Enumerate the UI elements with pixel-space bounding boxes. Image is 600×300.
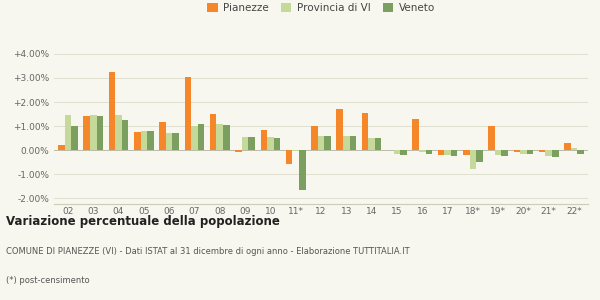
Bar xyxy=(337,109,343,150)
Bar xyxy=(223,125,230,150)
Bar xyxy=(267,137,274,150)
Bar xyxy=(235,150,242,152)
Bar xyxy=(394,150,400,154)
Bar xyxy=(140,131,147,150)
Bar xyxy=(324,136,331,150)
Bar xyxy=(159,122,166,150)
Bar xyxy=(191,126,198,150)
Bar xyxy=(571,148,577,150)
Text: COMUNE DI PIANEZZE (VI) - Dati ISTAT al 31 dicembre di ogni anno - Elaborazione : COMUNE DI PIANEZZE (VI) - Dati ISTAT al … xyxy=(6,248,410,256)
Bar xyxy=(242,137,248,150)
Bar xyxy=(198,124,205,150)
Bar xyxy=(83,116,90,150)
Bar xyxy=(260,130,267,150)
Bar xyxy=(185,77,191,150)
Bar xyxy=(109,72,115,150)
Bar xyxy=(318,136,324,150)
Bar xyxy=(97,116,103,150)
Bar xyxy=(166,133,172,150)
Bar xyxy=(299,150,305,190)
Bar xyxy=(451,150,457,156)
Bar xyxy=(286,150,292,164)
Bar xyxy=(520,150,527,154)
Bar xyxy=(343,136,350,150)
Bar xyxy=(71,126,78,150)
Bar xyxy=(147,131,154,150)
Bar xyxy=(476,150,483,162)
Bar xyxy=(444,150,451,155)
Bar xyxy=(539,150,545,152)
Text: (*) post-censimento: (*) post-censimento xyxy=(6,276,89,285)
Bar xyxy=(425,150,432,154)
Bar xyxy=(419,150,425,152)
Bar xyxy=(412,119,419,150)
Bar xyxy=(274,138,280,150)
Bar xyxy=(248,137,255,150)
Bar xyxy=(375,138,382,150)
Bar xyxy=(463,150,470,155)
Bar xyxy=(134,132,140,150)
Bar xyxy=(115,115,122,150)
Bar xyxy=(470,150,476,169)
Bar xyxy=(217,124,223,150)
Bar xyxy=(514,150,520,152)
Bar xyxy=(368,138,375,150)
Bar xyxy=(577,150,584,154)
Bar xyxy=(65,115,71,150)
Legend: Pianezze, Provincia di VI, Veneto: Pianezze, Provincia di VI, Veneto xyxy=(203,0,439,17)
Bar xyxy=(58,145,65,150)
Bar xyxy=(564,143,571,150)
Bar xyxy=(502,150,508,156)
Bar xyxy=(350,136,356,150)
Bar xyxy=(311,126,318,150)
Bar xyxy=(527,150,533,154)
Bar xyxy=(495,150,502,155)
Bar xyxy=(210,114,217,150)
Bar xyxy=(90,115,97,150)
Bar xyxy=(122,120,128,150)
Bar xyxy=(292,150,299,151)
Bar xyxy=(552,150,559,157)
Bar xyxy=(400,150,407,155)
Bar xyxy=(362,113,368,150)
Text: Variazione percentuale della popolazione: Variazione percentuale della popolazione xyxy=(6,214,280,227)
Bar xyxy=(437,150,444,155)
Bar xyxy=(545,150,552,156)
Bar xyxy=(172,133,179,150)
Bar xyxy=(488,126,495,150)
